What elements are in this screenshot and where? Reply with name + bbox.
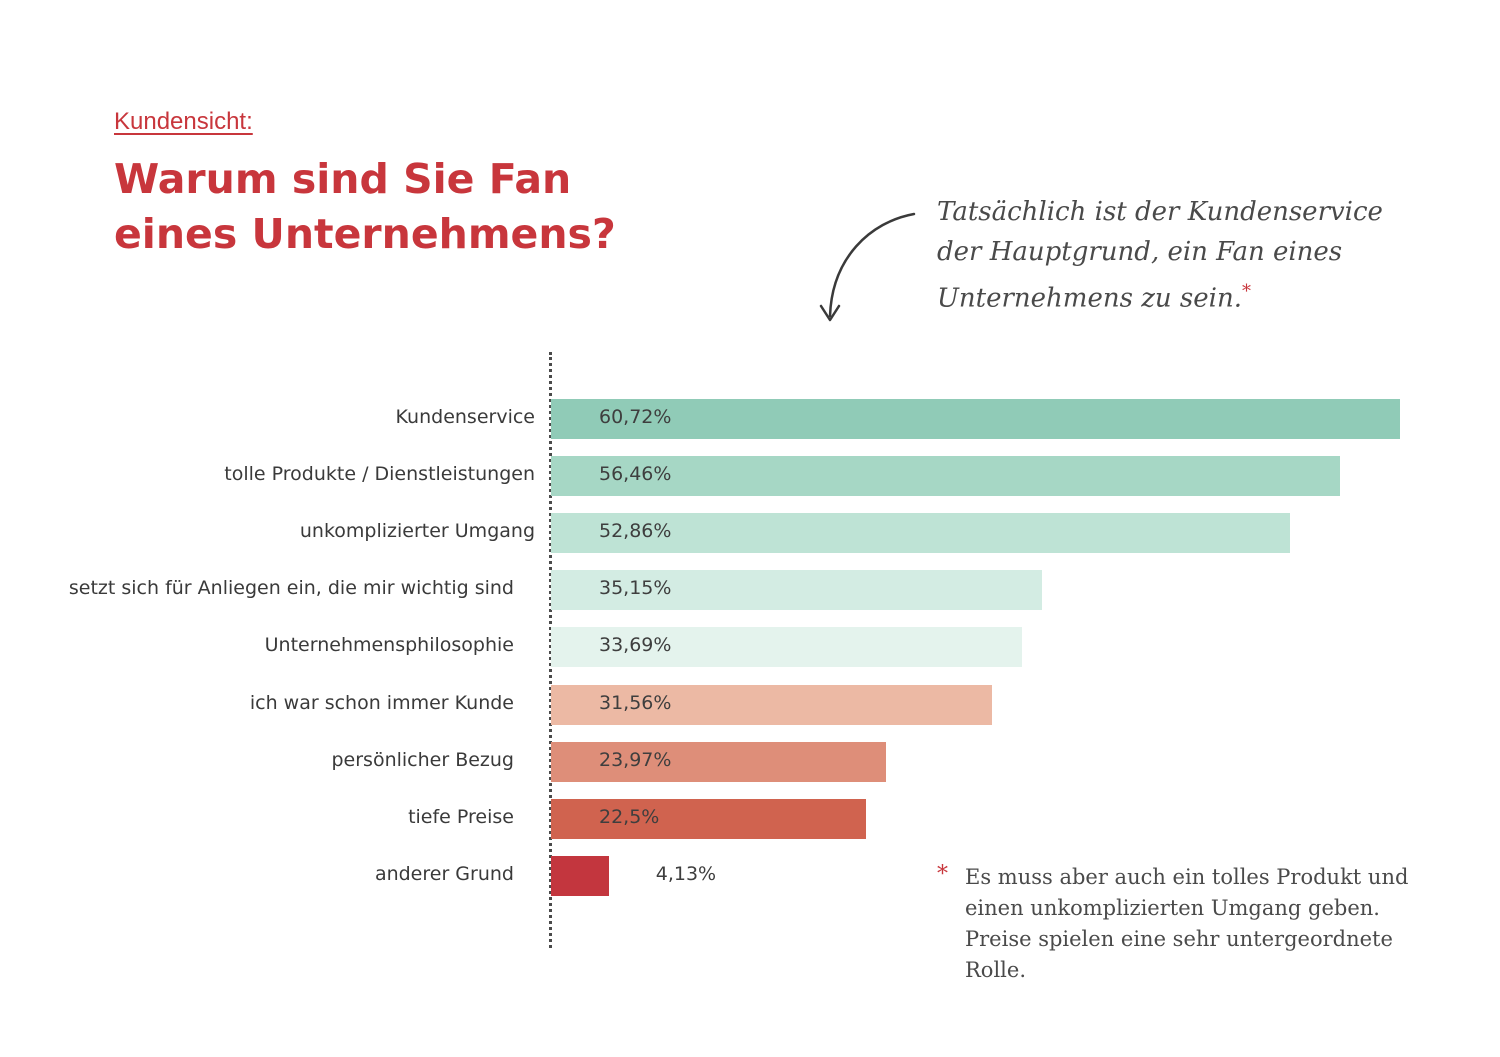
bar [551, 684, 993, 725]
bar [551, 798, 866, 839]
callout-line-3-text: Unternehmens zu sein. [937, 283, 1242, 314]
value-label: 22,5% [599, 805, 660, 828]
category-label: unkomplizierter Umgang [299, 520, 535, 543]
category-label: persönlicher Bezug [331, 748, 514, 771]
callout-line-3: Unternehmens zu sein.* [937, 272, 1417, 319]
callout-asterisk: * [1241, 281, 1251, 302]
value-label: 52,86% [599, 520, 672, 543]
curved-arrow-icon [819, 212, 916, 322]
value-label: 56,46% [599, 463, 672, 486]
category-label: setzt sich für Anliegen ein, die mir wic… [68, 577, 514, 600]
footnote-line-1: Es muss aber auch ein tolles Produkt und [965, 865, 1409, 889]
callout-line-2: der Hauptgrund, ein Fan eines [937, 237, 1343, 267]
footnote-line-2: einen unkomplizierten Umgang geben. [965, 896, 1380, 920]
dotted-axis [549, 352, 552, 948]
value-label: 35,15% [599, 577, 672, 600]
footnote-asterisk: * [937, 862, 948, 887]
category-label: ich war schon immer Kunde [249, 691, 514, 714]
category-label: anderer Grund [374, 862, 514, 885]
category-label: Unternehmensphilosophie [264, 634, 514, 657]
category-label: tiefe Preise [408, 805, 514, 828]
footnote-line-3: Preise spielen eine sehr untergeordnete … [965, 927, 1393, 982]
title-line-2: eines Unternehmens? [114, 210, 616, 258]
value-label: 31,56% [599, 691, 672, 714]
value-label: 23,97% [599, 748, 672, 771]
bar [551, 855, 609, 896]
bar [551, 513, 1291, 554]
kicker: Kundensicht: [114, 108, 253, 135]
value-label: 60,72% [599, 406, 672, 428]
callout-note: Tatsächlich ist der Kundenservice der Ha… [937, 192, 1417, 319]
value-label: 33,69% [599, 634, 672, 657]
bar [551, 627, 1023, 668]
bar [551, 570, 1043, 611]
page-title: Warum sind Sie Fan eines Unternehmens? [114, 152, 616, 262]
value-label: 4,13% [655, 862, 717, 885]
bar [551, 741, 887, 782]
bar [551, 456, 1341, 497]
bar [551, 399, 1400, 439]
footnote: Es muss aber auch ein tolles Produkt und… [965, 862, 1425, 986]
category-label: tolle Produkte / Dienstleistungen [224, 463, 535, 486]
title-line-1: Warum sind Sie Fan [114, 155, 572, 203]
category-label: Kundenservice [395, 406, 535, 428]
callout-line-1: Tatsächlich ist der Kundenservice [937, 197, 1383, 227]
